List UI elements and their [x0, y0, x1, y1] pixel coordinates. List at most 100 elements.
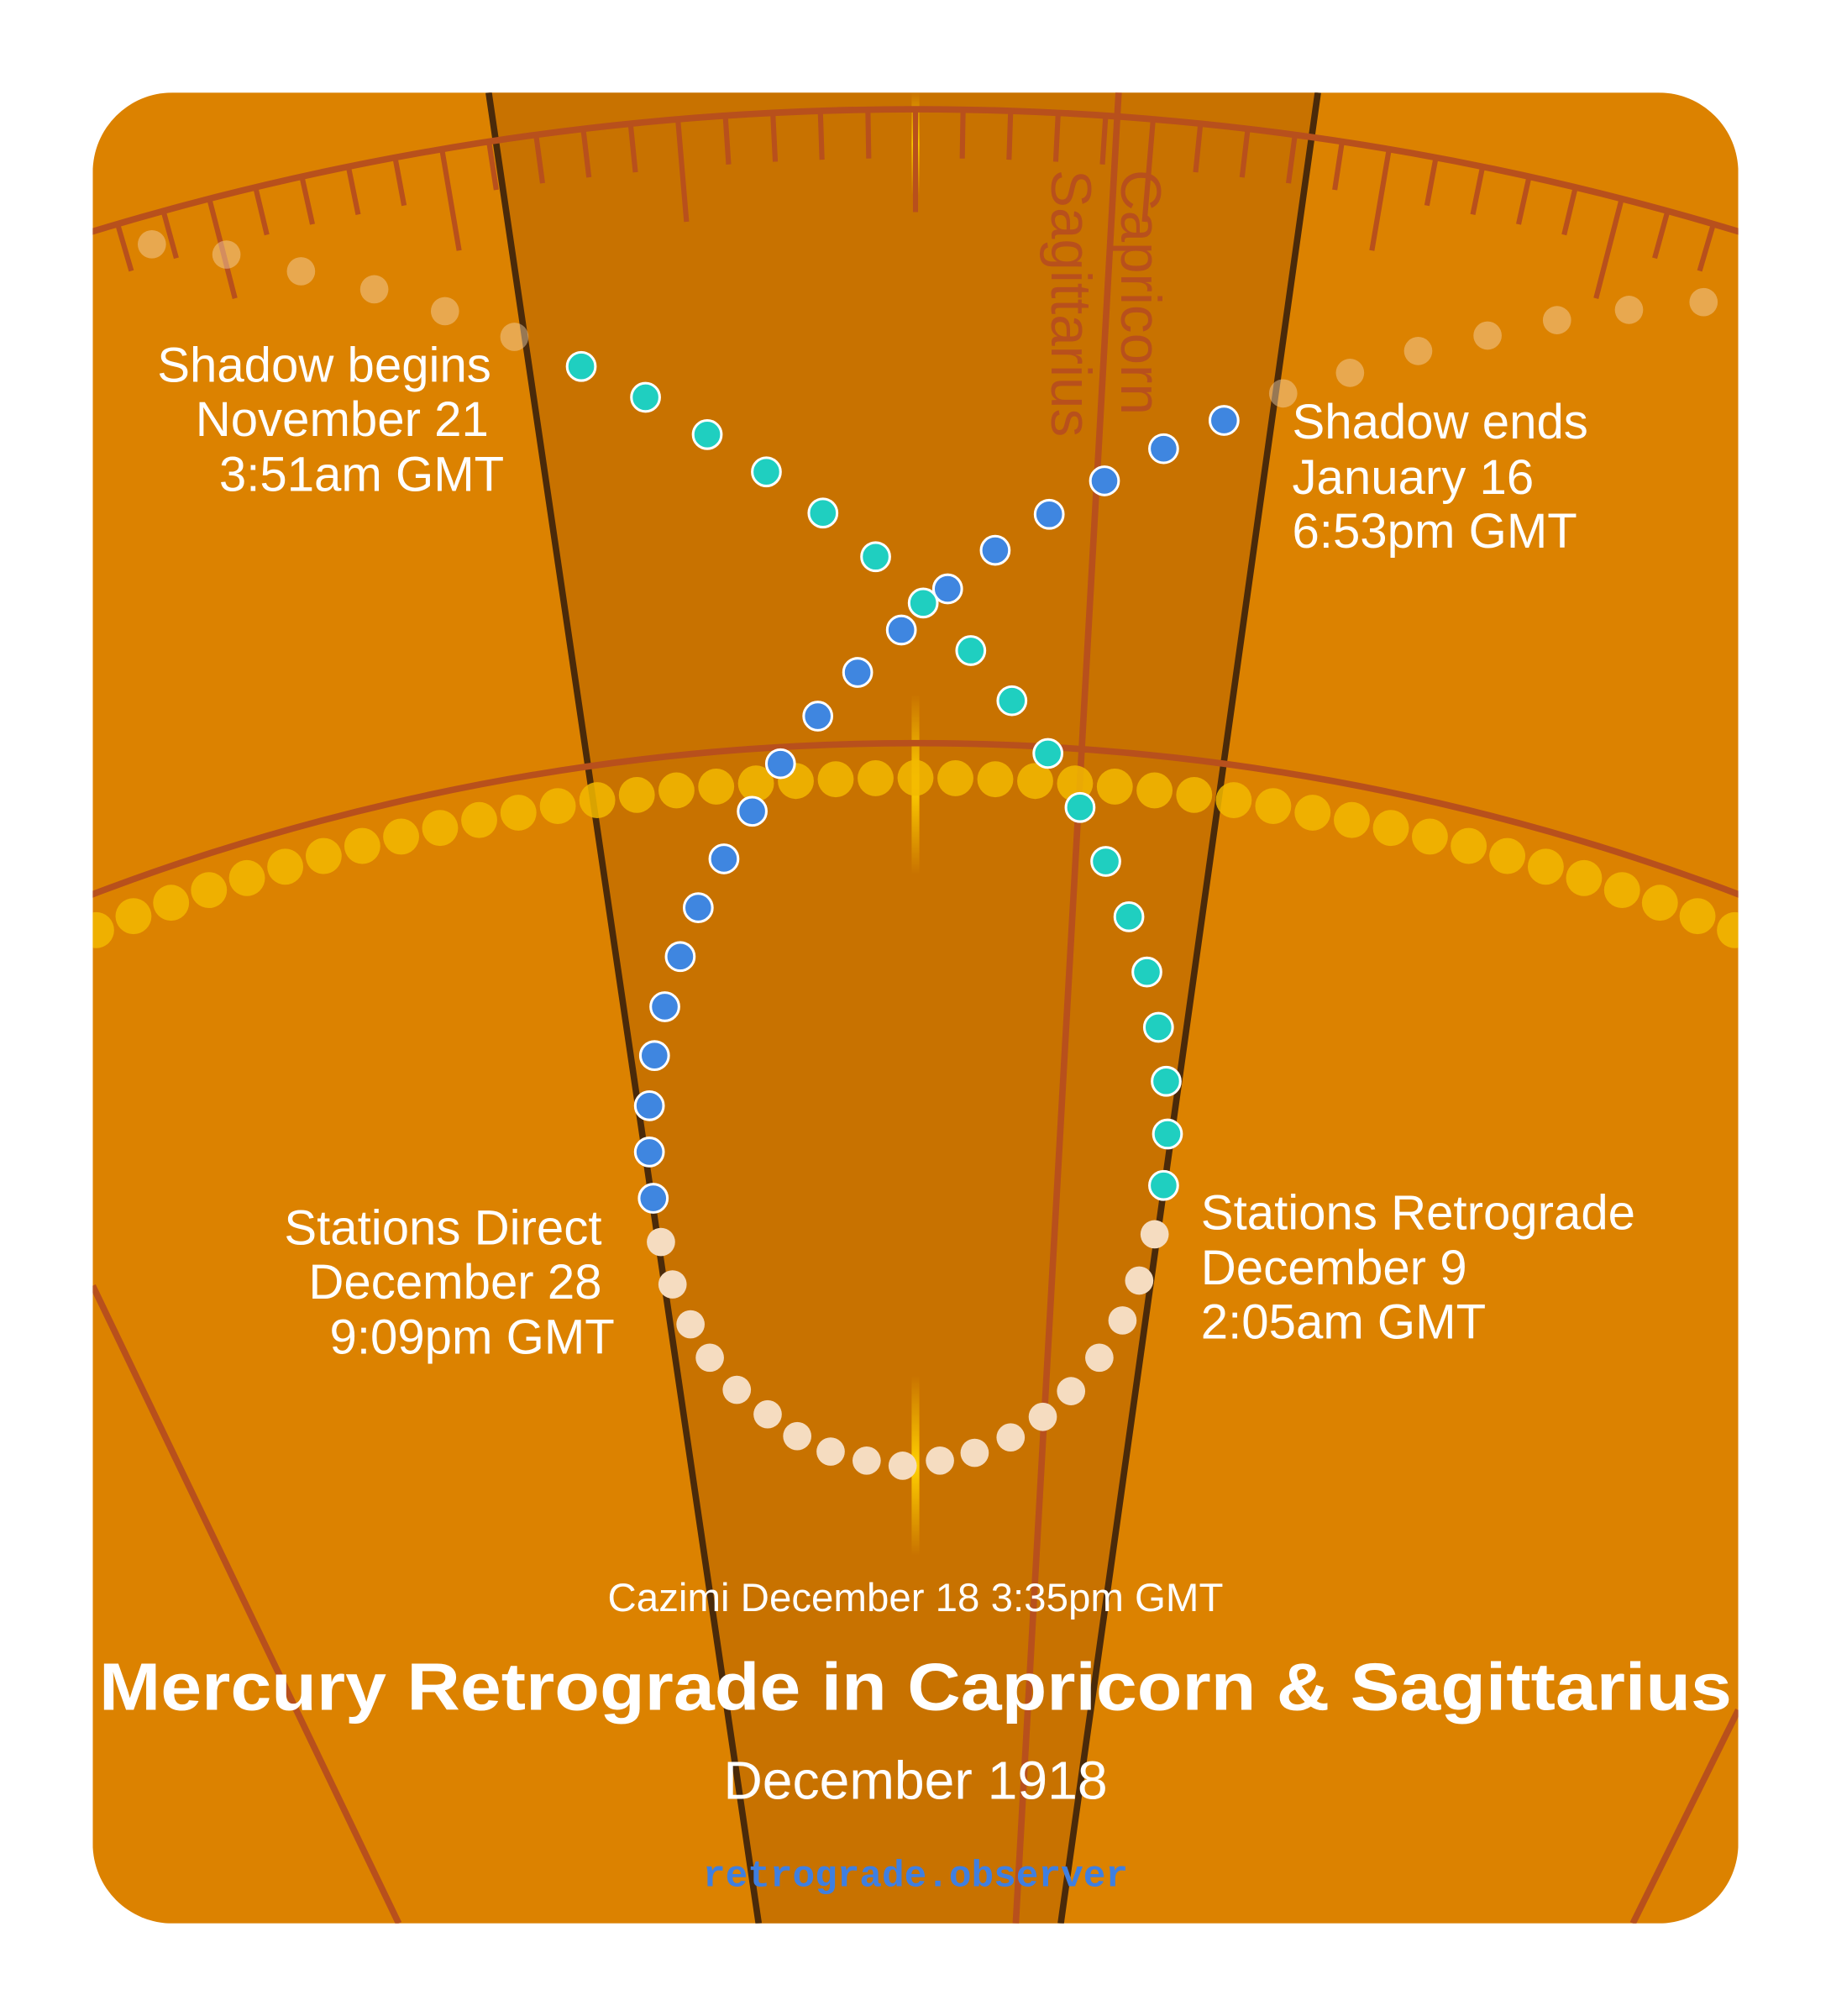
sun-dot — [422, 810, 459, 847]
post-shadow-dot — [802, 701, 834, 732]
sign-boundary — [1012, 92, 1122, 1924]
pre-shadow-dot — [1142, 1011, 1174, 1043]
degree-tick — [580, 129, 592, 178]
sun-dot — [858, 760, 894, 796]
faint-dot — [137, 229, 166, 259]
degree-tick — [253, 186, 270, 236]
retro-dot — [1125, 1266, 1154, 1295]
post-shadow-dot — [764, 748, 796, 780]
degree-tick — [72, 238, 87, 285]
event-label: 6:53pm GMT — [1292, 504, 1577, 559]
degree-tick — [486, 141, 499, 191]
retro-dot — [853, 1446, 881, 1475]
degree-tick — [1516, 176, 1532, 225]
wedge-edge — [485, 92, 763, 1924]
sun-dot — [1255, 788, 1292, 825]
sun-dot — [1294, 795, 1331, 831]
post-shadow-dot — [638, 1040, 670, 1071]
sun-dot — [1489, 837, 1526, 874]
sun-dot — [228, 859, 265, 896]
sun-dot — [817, 761, 854, 798]
sun-dot — [1566, 859, 1603, 896]
retro-dot — [722, 1375, 752, 1404]
sun-dot — [1527, 848, 1564, 885]
faint-dot — [1268, 379, 1298, 408]
retro-dot — [996, 1423, 1026, 1452]
degree-tick — [0, 268, 16, 365]
sun-dot — [344, 827, 380, 864]
degree-tick — [675, 118, 690, 223]
degree-tick — [1239, 129, 1251, 178]
pre-shadow-dot — [1131, 956, 1162, 988]
post-shadow-dot — [708, 843, 740, 874]
degree-tick — [1332, 141, 1345, 191]
retro-dot — [1028, 1402, 1057, 1431]
faint-dot — [212, 240, 241, 269]
sun-dot — [500, 795, 537, 831]
post-shadow-dot — [1033, 498, 1065, 530]
background: Sagittarius Capricorn — [0, 92, 1831, 1924]
pre-shadow-dot — [691, 418, 723, 450]
faint-dot — [430, 297, 459, 326]
sun-dot — [92, 911, 114, 948]
post-shadow-dot — [633, 1137, 665, 1168]
faint-dot — [1542, 306, 1571, 334]
faint-dot — [286, 257, 316, 286]
pre-shadow-dot — [860, 541, 891, 573]
degree-tick — [115, 223, 134, 272]
degree-tick — [1815, 268, 1831, 365]
degree-tick — [627, 123, 638, 173]
post-shadow-dot — [931, 573, 963, 605]
title: Mercury Retrograde in Capricorn & Sagitt… — [99, 1650, 1732, 1725]
pre-shadow-dot — [907, 587, 939, 619]
degree-tick — [160, 210, 179, 260]
event-label: December 28 — [308, 1255, 601, 1310]
shadow-wedge — [488, 92, 1319, 1924]
sun-dot — [977, 761, 1014, 798]
degree-tick — [299, 176, 315, 225]
event-label: 2:05am GMT — [1201, 1294, 1486, 1349]
degree-tick — [1470, 165, 1486, 215]
sun-dot — [1411, 818, 1448, 855]
zodiac-label: Sagittarius — [1039, 170, 1102, 437]
sun-dot — [1057, 765, 1094, 802]
retro-dot — [888, 1452, 917, 1480]
post-shadow-dot — [637, 1183, 669, 1214]
degree-tick — [1652, 210, 1671, 260]
post-shadow-dot — [979, 534, 1011, 566]
post-shadow-dot — [737, 795, 768, 827]
site-link[interactable]: retrograde.observer — [703, 1856, 1128, 1898]
post-shadow-dot — [633, 1089, 665, 1121]
post-shadow-dot — [649, 991, 680, 1022]
sun-dot — [1451, 827, 1487, 864]
pre-shadow-dot — [807, 497, 839, 529]
sun-dot — [191, 872, 228, 909]
degree-tick — [1052, 113, 1061, 162]
degree-tick — [1561, 186, 1578, 236]
sun-dot — [1096, 768, 1133, 805]
degree-tick — [1593, 197, 1624, 299]
sign-boundary — [1629, 1709, 1739, 1924]
event-label: January 16 — [1292, 450, 1534, 505]
sun-dot — [305, 837, 342, 874]
retro-dot — [658, 1270, 687, 1299]
sun-dot — [267, 848, 304, 885]
sun-dot — [41, 927, 77, 963]
faint-dot — [1335, 359, 1365, 387]
retro-dot — [676, 1310, 705, 1339]
sun-dot — [1717, 911, 1739, 948]
pre-shadow-dot — [1064, 791, 1096, 823]
degree-tick — [1789, 252, 1804, 298]
degree-tick — [722, 115, 732, 165]
degree-tick — [1006, 110, 1014, 160]
sun-dot — [1017, 763, 1053, 800]
sun-dot — [1641, 885, 1678, 921]
degree-tick — [1369, 149, 1392, 251]
wedge-edge — [1057, 92, 1321, 1924]
retro-dot — [695, 1343, 724, 1373]
sun-dot — [115, 898, 152, 935]
cazimi-label: Cazimi December 18 3:35pm GMT — [608, 1576, 1224, 1620]
sun-dot — [737, 765, 774, 802]
sun-dot — [1215, 782, 1252, 819]
sun-dot — [698, 768, 735, 805]
